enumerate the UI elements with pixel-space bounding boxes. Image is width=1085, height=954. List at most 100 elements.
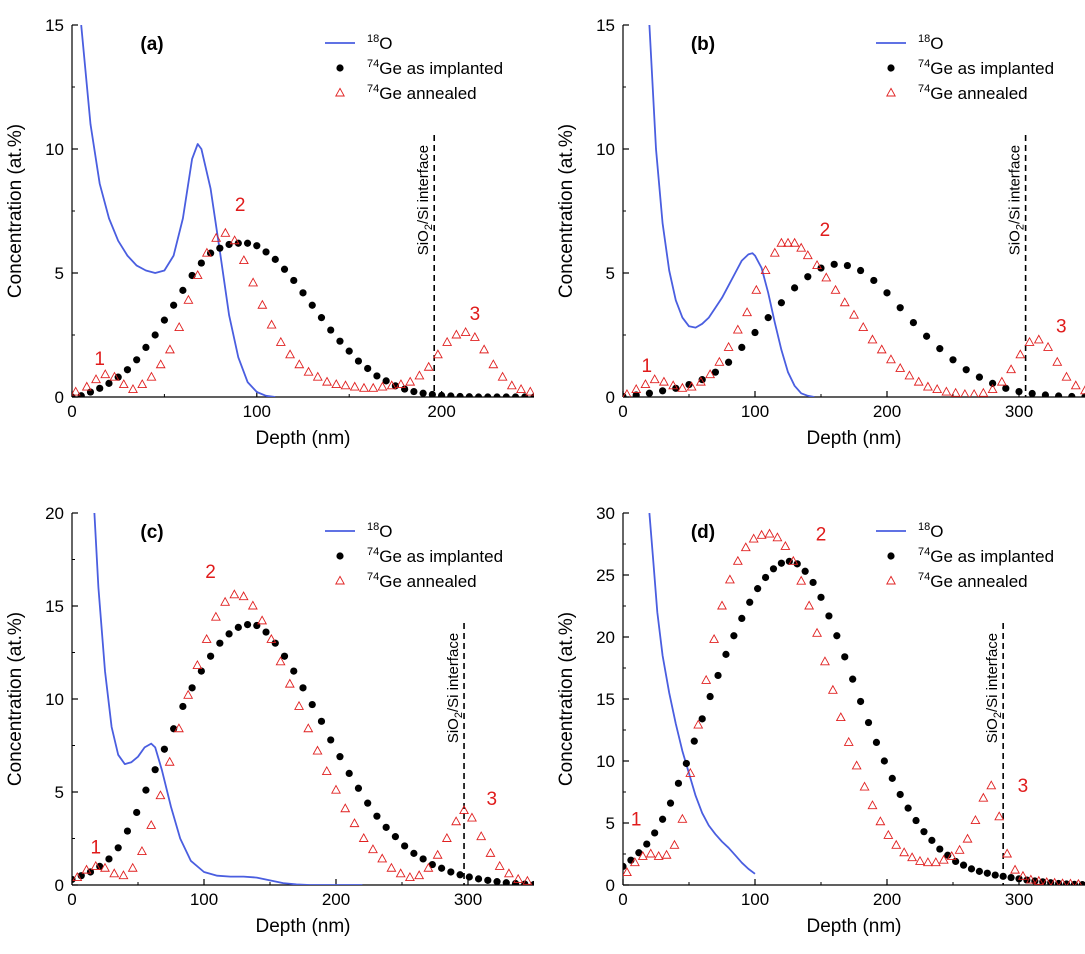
y-axis-label: Concentration (at.%)	[556, 612, 577, 786]
ge-implanted-point	[299, 684, 307, 692]
ge-annealed-point	[843, 736, 854, 746]
ge-annealed-point	[414, 870, 425, 880]
ge-implanted-point	[502, 393, 510, 397]
ge-annealed-point	[358, 832, 369, 842]
ge-implanted-point	[253, 621, 261, 630]
ge-annealed-point	[895, 362, 906, 372]
ge-annealed-point	[340, 380, 351, 390]
interface-label-pre: SiO	[1007, 230, 1024, 255]
ge-annealed-point	[146, 819, 157, 829]
ge-annealed-point	[285, 349, 296, 359]
ge-implanted-point	[685, 381, 693, 389]
ge-annealed-point	[201, 247, 212, 257]
ge-annealed-point	[294, 700, 305, 710]
panel-label: (a)	[140, 34, 163, 55]
ge-annealed-point	[312, 371, 323, 381]
ge-implanted-point	[142, 343, 150, 351]
ge-implanted-point	[857, 266, 865, 275]
interface-label: SiO2/Si interface	[445, 633, 465, 743]
y-tick-label: 15	[596, 690, 615, 709]
ge-annealed-point	[978, 387, 989, 397]
legend-implanted-sup: 74	[367, 58, 379, 70]
ge-annealed-point	[136, 845, 147, 855]
ge-annealed-point	[732, 555, 743, 565]
ge-implanted-point	[975, 373, 984, 381]
ge-implanted-point	[160, 745, 168, 753]
ge-annealed-point	[891, 839, 902, 849]
ge-annealed-point	[476, 831, 487, 841]
ge-implanted-point	[659, 387, 667, 395]
ge-implanted-point	[484, 876, 492, 884]
legend-o18-label: 18O	[367, 33, 392, 53]
ge-implanted-point	[682, 759, 690, 768]
legend-o18-sup: 18	[918, 521, 930, 533]
y-tick-label: 5	[606, 264, 615, 283]
legend-o18-text: O	[379, 522, 392, 541]
ge-annealed-point	[303, 723, 314, 733]
ge-implanted-point	[234, 623, 242, 631]
legend-implanted-text: Ge as implanted	[379, 547, 503, 566]
ge-implanted-point	[410, 849, 418, 857]
ge-annealed-point	[623, 867, 632, 877]
ge-annealed-point	[649, 374, 660, 384]
ge-annealed-point	[686, 381, 697, 391]
ge-annealed-point	[72, 872, 83, 882]
ge-implanted-point	[949, 356, 957, 364]
interface-label-post: /Si interface	[415, 145, 432, 224]
ge-annealed-point	[522, 875, 533, 885]
ge-annealed-point	[322, 376, 332, 386]
legend-o18-text: O	[930, 34, 943, 53]
ge-implanted-point	[308, 301, 316, 309]
peak-label: 2	[816, 524, 827, 545]
ge-implanted-point	[804, 273, 812, 281]
ge-annealed-point	[804, 600, 815, 610]
ge-annealed-point	[284, 678, 295, 688]
ge-annealed-point	[904, 370, 915, 380]
ge-annealed-point	[714, 356, 725, 366]
interface-label-post: /Si interface	[984, 633, 1001, 712]
legend-implanted-label: 74Ge as implanted	[918, 58, 1054, 78]
ge-annealed-point	[72, 386, 81, 396]
ge-implanted-point	[354, 784, 363, 792]
ge-implanted-point	[382, 377, 390, 385]
ge-annealed-point	[294, 359, 305, 369]
ge-annealed-point	[769, 247, 780, 257]
x-axis-label: Depth (nm)	[806, 916, 901, 937]
legend-implanted-text: Ge as implanted	[930, 59, 1054, 78]
ge-annealed-point	[788, 555, 799, 565]
interface-label-sub: 2	[453, 712, 465, 718]
ge-implanted-point	[373, 372, 381, 380]
ge-implanted-point	[809, 578, 817, 587]
ge-annealed-point	[1033, 334, 1044, 344]
ge-annealed-point	[885, 354, 896, 364]
legend-implanted-text: Ge as implanted	[379, 59, 503, 78]
legend-o18-label: 18O	[918, 33, 943, 53]
ge-annealed-point	[701, 674, 712, 684]
ge-annealed-point	[359, 382, 369, 392]
ge-annealed-point	[211, 232, 222, 242]
ge-annealed-point	[760, 264, 771, 274]
ge-implanted-point	[308, 700, 316, 709]
x-tick-label: 300	[1005, 402, 1033, 421]
ge-annealed-point	[830, 284, 841, 294]
legend-annealed-label: 74Ge annealed	[918, 571, 1028, 591]
ge-implanted-point	[1055, 392, 1063, 397]
ge-implanted-point	[843, 261, 852, 270]
ge-implanted-point	[711, 368, 720, 376]
x-tick-label: 0	[618, 890, 627, 909]
y-tick-label: 15	[45, 597, 64, 616]
x-tick-label: 200	[873, 890, 901, 909]
ge-annealed-point	[1070, 380, 1081, 390]
ge-annealed-point	[950, 387, 961, 397]
ge-implanted-point	[880, 757, 888, 765]
ge-implanted-point	[179, 702, 187, 711]
ge-annealed-point	[432, 349, 443, 359]
ge-annealed-point	[839, 297, 850, 307]
ge-annealed-point	[812, 627, 823, 637]
y-tick-label: 15	[596, 16, 615, 35]
x-tick-label: 300	[1005, 890, 1033, 909]
ge-annealed-point	[404, 872, 415, 882]
ge-implanted-point	[623, 862, 627, 870]
peak-label: 2	[235, 195, 246, 216]
ge-implanted-point	[502, 879, 510, 885]
